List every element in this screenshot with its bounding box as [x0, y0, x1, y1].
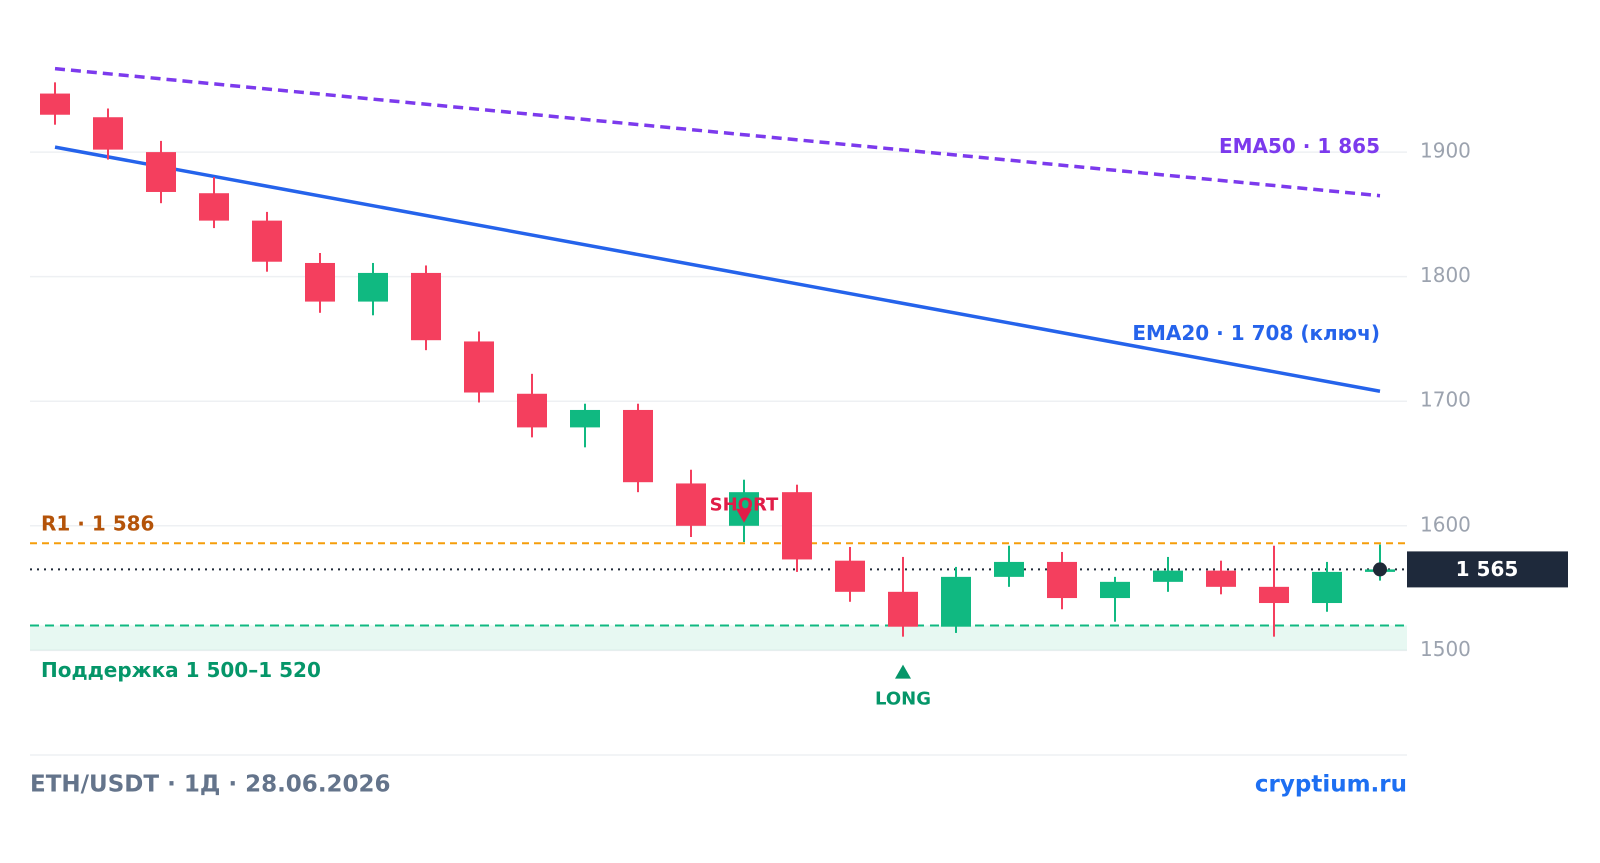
- footer-left: ETH/USDT · 1Д · 28.06.2026: [30, 772, 391, 798]
- y-tick-label: 1600: [1420, 512, 1471, 536]
- support-label: Поддержка 1 500–1 520: [41, 658, 321, 682]
- candle-body: [782, 492, 812, 560]
- candle-body: [676, 483, 706, 526]
- signal-label: LONG: [875, 689, 931, 710]
- ema-line: [54, 145, 1381, 393]
- candle-body: [1153, 570, 1183, 582]
- candle-body: [994, 561, 1024, 577]
- candle-body: [464, 341, 494, 393]
- candle-body: [358, 272, 388, 302]
- y-tick-label: 1900: [1420, 139, 1471, 163]
- candle-body: [40, 93, 70, 115]
- signal-arrow: [736, 508, 752, 523]
- y-tick-label: 1800: [1420, 263, 1471, 287]
- price-tag: [1407, 551, 1568, 588]
- candle-body: [888, 591, 918, 627]
- resistance-label: R1 · 1 586: [41, 512, 154, 536]
- signal-arrow: [895, 664, 911, 679]
- candle-body: [252, 220, 282, 262]
- price-dot: [1373, 562, 1387, 577]
- candle-body: [411, 272, 441, 341]
- candle-body: [199, 193, 229, 221]
- candle-body: [93, 117, 123, 150]
- candle-body: [305, 262, 335, 302]
- candle-body: [1259, 586, 1289, 604]
- ema-label: EMA20 · 1 708 (ключ): [1132, 321, 1380, 345]
- candle-body: [1312, 571, 1342, 604]
- candle-body: [1047, 561, 1077, 599]
- support-zone: [30, 625, 1407, 651]
- ema-line: [54, 66, 1381, 198]
- signal-label: SHORT: [710, 495, 779, 516]
- candle-body: [146, 152, 176, 192]
- candle-body: [1206, 570, 1236, 587]
- y-tick-label: 1700: [1420, 388, 1471, 412]
- candle-body: [517, 393, 547, 428]
- footer-right[interactable]: cryptium.ru: [1255, 772, 1407, 798]
- candle-body: [570, 409, 600, 428]
- candle-body: [835, 560, 865, 592]
- candle-body: [623, 409, 653, 483]
- candle-body: [941, 576, 971, 627]
- y-tick-label: 1500: [1420, 637, 1471, 661]
- candle-body: [1100, 581, 1130, 599]
- price-tag-label: 1 565: [1456, 557, 1519, 581]
- ema-label: EMA50 · 1 865: [1219, 134, 1380, 158]
